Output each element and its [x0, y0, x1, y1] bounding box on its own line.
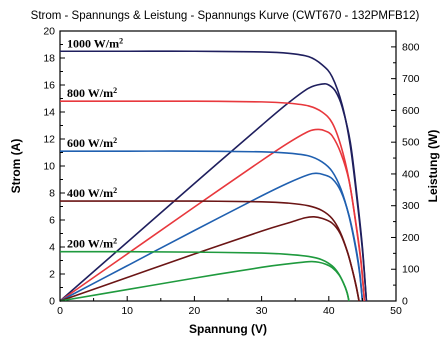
y-tick-label-3: 6 [49, 215, 55, 227]
y-tick-label-10: 20 [43, 26, 55, 38]
chart-title: Strom - Spannungs & Leistung - Spannungs… [31, 10, 420, 22]
x-axis-label: Spannung (V) [189, 322, 267, 336]
series-labels: 1000 W/m2 800 W/m2 600 W/m2 400 W/m2 200 W/m… [67, 36, 123, 251]
y2-tick-label-6: 600 [402, 105, 420, 117]
y-tick-label-9: 18 [43, 53, 55, 65]
x-tick-label-2: 20 [189, 305, 201, 317]
series-label-1: 800 W/m2 [67, 86, 117, 101]
y-tick-label-6: 12 [43, 134, 55, 146]
power-curve-3 [59, 215, 360, 302]
y-tick-label-1: 2 [49, 269, 55, 281]
y2-tick-label-5: 500 [402, 137, 420, 149]
power-curve-2 [59, 172, 364, 302]
y2-tick-label-7: 700 [402, 73, 420, 85]
y2-axis-label: Leistung (W) [426, 130, 440, 203]
y-tick-label-0: 0 [49, 296, 55, 308]
series-label-0: 1000 W/m2 [67, 36, 123, 51]
power-curve-0 [59, 82, 368, 302]
series-lines [59, 50, 368, 302]
series-label-3: 400 W/m2 [67, 186, 117, 201]
power-curve-4 [59, 260, 350, 302]
y2-tick-label-2: 200 [402, 232, 420, 244]
power-curve-1 [59, 128, 366, 302]
y2-tick-label-0: 0 [402, 296, 408, 308]
series-label-4: 200 W/m2 [67, 236, 117, 251]
y-tick-label-7: 14 [43, 107, 55, 119]
x-tick-label-1: 10 [121, 305, 133, 317]
axis-ticks: 0 10 20 30 40 5002468101214161820010020030040… [43, 26, 419, 318]
y2-tick-label-4: 400 [402, 168, 420, 180]
y-axis-label: Strom (A) [9, 139, 23, 194]
y2-tick-label-3: 300 [402, 200, 420, 212]
x-tick-label-4: 40 [323, 305, 335, 317]
y2-tick-label-1: 100 [402, 264, 420, 276]
y-tick-label-2: 4 [49, 242, 55, 254]
y-tick-label-5: 10 [43, 161, 55, 173]
y-tick-label-8: 16 [43, 80, 55, 92]
x-tick-label-3: 30 [256, 305, 268, 317]
series-label-2: 600 W/m2 [67, 136, 117, 151]
x-tick-label-5: 50 [390, 305, 402, 317]
y2-tick-label-8: 800 [402, 41, 420, 53]
x-tick-label-0: 0 [57, 305, 63, 317]
y-tick-label-4: 8 [49, 188, 55, 200]
